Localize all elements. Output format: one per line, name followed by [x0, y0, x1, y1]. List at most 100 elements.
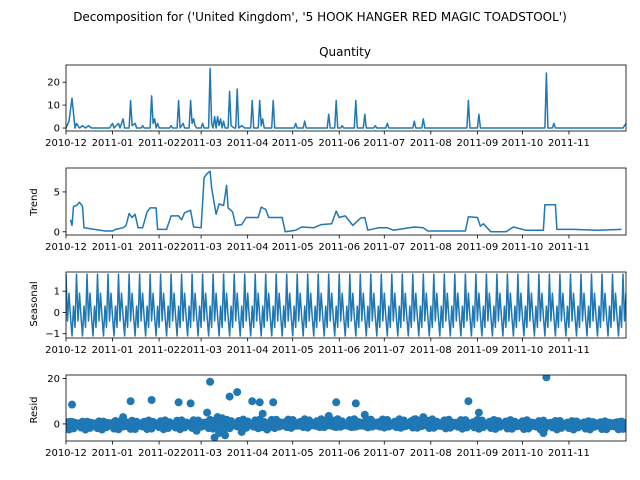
seasonal-xtick-label: 2011-01 [92, 345, 134, 356]
observed-xtick-label: 2011-10 [502, 138, 544, 149]
observed-ytick-label: 0 [54, 124, 60, 135]
seasonal-xtick-label: 2011-02 [138, 345, 180, 356]
seasonal-xtick-label: 2011-09 [456, 345, 498, 356]
resid-point [410, 415, 419, 424]
resid-xtick-label: 2011-01 [92, 448, 134, 459]
resid-point [206, 377, 215, 386]
resid-xtick-label: 2011-03 [180, 448, 222, 459]
resid-ytick-label: 20 [47, 374, 60, 385]
resid-xtick-label: 2011-04 [227, 448, 269, 459]
resid-xtick-label: 2011-07 [363, 448, 405, 459]
resid-ytick-label: 0 [54, 419, 60, 430]
seasonal-axes-frame [65, 271, 627, 339]
seasonal-xtick-label: 2011-04 [227, 345, 269, 356]
resid-point [332, 398, 341, 407]
resid-point [539, 429, 548, 437]
resid-xtick-label: 2011-11 [548, 448, 590, 459]
trend-xtick-label: 2011-04 [227, 242, 269, 253]
resid-point [324, 412, 333, 420]
resid-point [351, 399, 360, 408]
resid-point [174, 398, 183, 407]
seasonal-xtick-label: 2010-12 [45, 345, 87, 356]
resid-point [186, 399, 195, 408]
figure-suptitle: Decomposition for ('United Kingdom', '5 … [73, 10, 567, 24]
observed-ytick-label: 10 [47, 101, 60, 112]
seasonal-xtick-label: 2011-10 [502, 345, 544, 356]
trend-ylabel: Trend [29, 188, 40, 216]
observed-xtick-label: 2011-01 [92, 138, 134, 149]
resid-xtick-label: 2011-08 [410, 448, 452, 459]
resid-xtick-label: 2011-09 [456, 448, 498, 459]
observed-ytick-label: 20 [47, 78, 60, 89]
resid-point [119, 413, 128, 422]
trend-xtick-label: 2011-02 [138, 242, 180, 253]
resid-point [233, 388, 242, 397]
trend-xtick-label: 2011-07 [363, 242, 405, 253]
observed-xtick-label: 2010-12 [45, 138, 87, 149]
resid-point [263, 425, 272, 434]
seasonal-xtick-label: 2011-03 [180, 345, 222, 356]
seasonal-xtick-label: 2011-05 [272, 345, 314, 356]
observed-xtick-label: 2011-03 [180, 138, 222, 149]
resid-point [237, 427, 246, 436]
resid-point [192, 426, 201, 435]
observed-xtick-label: 2011-02 [138, 138, 180, 149]
seasonal-ytick-label: −1 [45, 329, 60, 340]
resid-point [622, 419, 626, 428]
seasonal-xtick-label: 2011-07 [363, 345, 405, 356]
seasonal-ylabel: Seasonal [29, 281, 40, 326]
trend-xtick-label: 2011-08 [410, 242, 452, 253]
resid-point [215, 429, 224, 437]
resid-point [147, 396, 156, 404]
observed-series-line [66, 67, 626, 129]
observed-axes-frame [65, 64, 627, 132]
resid-point [203, 408, 212, 417]
resid-xtick-label: 2011-06 [318, 448, 360, 459]
resid-point [221, 431, 230, 440]
observed-xtick-label: 2011-09 [456, 138, 498, 149]
observed-xtick-label: 2011-08 [410, 138, 452, 149]
trend-xtick-label: 2011-09 [456, 242, 498, 253]
seasonal-ytick-label: 1 [54, 287, 60, 298]
seasonal-ytick-label: 0 [54, 308, 60, 319]
seasonal-xtick-label: 2011-06 [318, 345, 360, 356]
seasonal-xtick-label: 2011-08 [410, 345, 452, 356]
resid-point [269, 398, 278, 407]
observed-xtick-label: 2011-06 [318, 138, 360, 149]
resid-point [248, 397, 257, 406]
observed-xtick-label: 2011-07 [363, 138, 405, 149]
trend-series-line [69, 170, 622, 233]
resid-xtick-label: 2011-02 [138, 448, 180, 459]
trend-axes-frame [65, 167, 627, 236]
observed-xtick-label: 2011-11 [548, 138, 590, 149]
trend-xtick-label: 2011-03 [180, 242, 222, 253]
trend-xtick-label: 2011-11 [548, 242, 590, 253]
trend-xtick-label: 2011-06 [318, 242, 360, 253]
trend-xtick-label: 2011-05 [272, 242, 314, 253]
seasonal-series-line [66, 273, 626, 337]
trend-ytick-label: 5 [54, 187, 60, 198]
resid-point [474, 408, 483, 417]
resid-xtick-label: 2011-10 [502, 448, 544, 459]
resid-ylabel: Resid [29, 397, 40, 424]
resid-point [542, 375, 551, 382]
resid-xtick-label: 2010-12 [45, 448, 87, 459]
resid-point [360, 410, 369, 419]
resid-point [464, 397, 473, 406]
resid-point [419, 413, 428, 422]
resid-axes-frame [65, 374, 627, 442]
observed-xtick-label: 2011-05 [272, 138, 314, 149]
resid-point [213, 413, 222, 422]
resid-xtick-label: 2011-05 [272, 448, 314, 459]
resid-point [126, 397, 135, 406]
trend-xtick-label: 2011-10 [502, 242, 544, 253]
trend-ytick-label: 0 [54, 227, 60, 238]
trend-xtick-label: 2010-12 [45, 242, 87, 253]
trend-xtick-label: 2011-01 [92, 242, 134, 253]
resid-point [255, 398, 264, 407]
observed-panel-title: Quantity [319, 45, 371, 59]
observed-xtick-label: 2011-04 [227, 138, 269, 149]
seasonal-xtick-label: 2011-11 [548, 345, 590, 356]
